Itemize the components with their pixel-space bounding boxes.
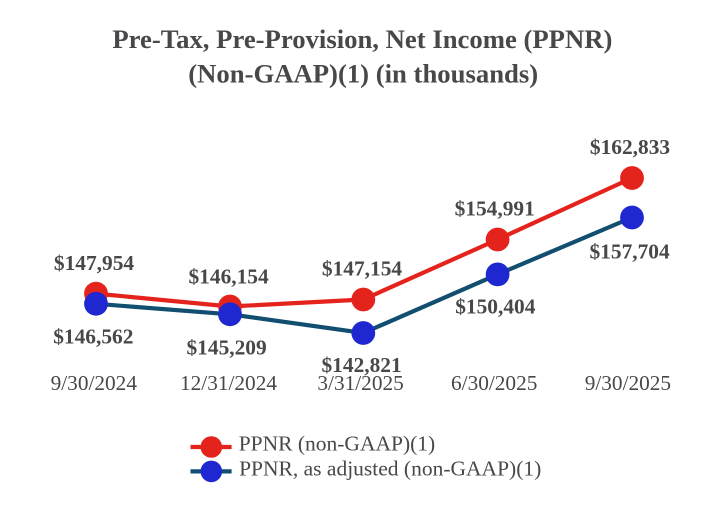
svg-text:9/30/2024: 9/30/2024 (51, 371, 138, 395)
svg-text:$142,821: $142,821 (321, 353, 401, 377)
svg-text:$146,154: $146,154 (188, 264, 269, 288)
svg-text:Pre-Tax, Pre-Provision, Net In: Pre-Tax, Pre-Provision, Net Income (PPNR… (112, 24, 612, 54)
svg-text:$157,704: $157,704 (589, 240, 670, 264)
svg-text:PPNR (non-GAAP)(1): PPNR (non-GAAP)(1) (239, 432, 436, 456)
svg-text:(Non-GAAP)(1) (in thousands): (Non-GAAP)(1) (in thousands) (188, 58, 538, 88)
svg-text:$162,833: $162,833 (590, 135, 670, 159)
svg-text:$147,154: $147,154 (322, 257, 403, 281)
svg-text:$146,562: $146,562 (53, 325, 133, 349)
svg-text:$145,209: $145,209 (186, 336, 266, 360)
svg-text:12/31/2024: 12/31/2024 (180, 371, 277, 395)
svg-text:6/30/2025: 6/30/2025 (451, 371, 537, 395)
svg-text:3/31/2025: 3/31/2025 (317, 371, 403, 395)
svg-text:PPNR, as adjusted (non-GAAP)(1: PPNR, as adjusted (non-GAAP)(1) (239, 457, 541, 481)
svg-text:$147,954: $147,954 (54, 251, 135, 275)
svg-text:9/30/2025: 9/30/2025 (585, 371, 671, 395)
svg-text:$150,404: $150,404 (455, 294, 536, 318)
svg-text:$154,991: $154,991 (455, 196, 535, 220)
